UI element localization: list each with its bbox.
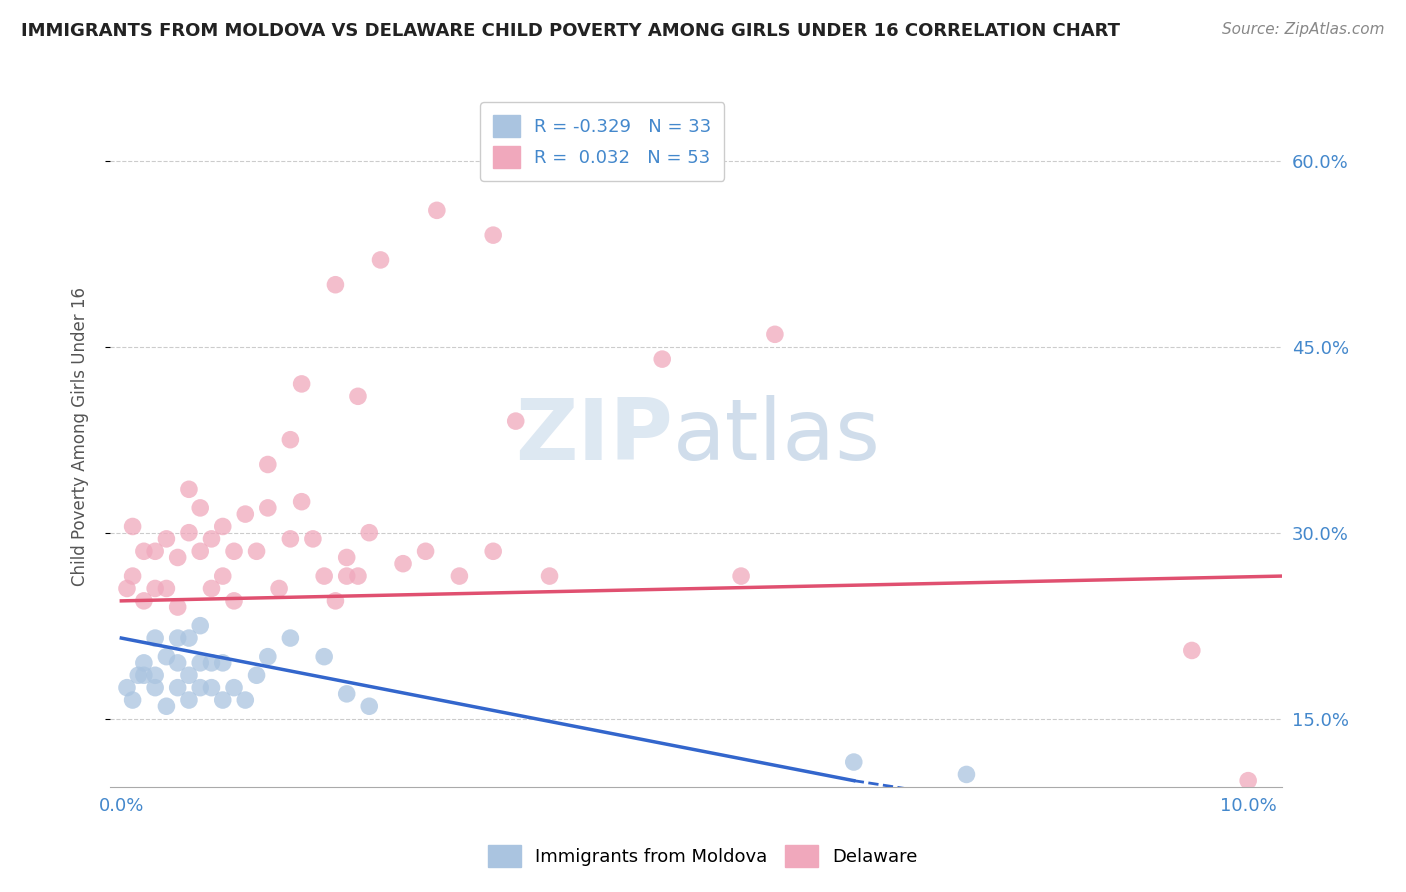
Point <box>127 668 149 682</box>
Point <box>115 582 138 596</box>
Point <box>302 532 325 546</box>
Text: Source: ZipAtlas.com: Source: ZipAtlas.com <box>1222 22 1385 37</box>
Point <box>482 228 505 243</box>
Point <box>280 433 302 447</box>
Point <box>291 376 314 391</box>
Point <box>291 494 314 508</box>
Point <box>115 681 138 695</box>
Point <box>370 252 392 267</box>
Point <box>188 656 211 670</box>
Legend: R = -0.329   N = 33, R =  0.032   N = 53: R = -0.329 N = 33, R = 0.032 N = 53 <box>481 103 724 181</box>
Point <box>177 483 200 497</box>
Point <box>280 532 302 546</box>
Point <box>482 544 505 558</box>
Point <box>177 668 200 682</box>
Point <box>842 755 865 769</box>
Point <box>200 656 222 670</box>
Point <box>651 352 673 367</box>
Point <box>1181 643 1204 657</box>
Point <box>415 544 437 558</box>
Point <box>449 569 471 583</box>
Point <box>763 327 786 342</box>
Point <box>347 569 370 583</box>
Point <box>256 649 278 664</box>
Point <box>222 681 245 695</box>
Point <box>155 699 177 714</box>
Point <box>730 569 752 583</box>
Point <box>188 500 211 515</box>
Point <box>222 544 245 558</box>
Point <box>188 544 211 558</box>
Point <box>314 569 336 583</box>
Point <box>1237 773 1260 788</box>
Point <box>200 582 222 596</box>
Point <box>325 277 347 292</box>
Point <box>132 656 155 670</box>
Point <box>211 519 233 533</box>
Point <box>200 532 222 546</box>
Point <box>233 693 256 707</box>
Point <box>143 544 166 558</box>
Point <box>132 594 155 608</box>
Point <box>121 693 143 707</box>
Point <box>336 550 359 565</box>
Point <box>245 668 267 682</box>
Point <box>143 668 166 682</box>
Point <box>143 582 166 596</box>
Point <box>177 525 200 540</box>
Point <box>166 631 188 645</box>
Point <box>359 525 381 540</box>
Point <box>166 600 188 615</box>
Point <box>166 656 188 670</box>
Text: IMMIGRANTS FROM MOLDOVA VS DELAWARE CHILD POVERTY AMONG GIRLS UNDER 16 CORRELATI: IMMIGRANTS FROM MOLDOVA VS DELAWARE CHIL… <box>21 22 1121 40</box>
Point <box>177 693 200 707</box>
Point <box>325 594 347 608</box>
Point <box>233 507 256 521</box>
Y-axis label: Child Poverty Among Girls Under 16: Child Poverty Among Girls Under 16 <box>72 287 89 586</box>
Point <box>188 681 211 695</box>
Point <box>121 519 143 533</box>
Point <box>188 618 211 632</box>
Point <box>347 389 370 403</box>
Point <box>359 699 381 714</box>
Point <box>256 500 278 515</box>
Point <box>143 681 166 695</box>
Point <box>256 458 278 472</box>
Point <box>211 693 233 707</box>
Point <box>280 631 302 645</box>
Point <box>200 681 222 695</box>
Point <box>132 668 155 682</box>
Point <box>955 767 977 781</box>
Point <box>211 569 233 583</box>
Point <box>177 631 200 645</box>
Point <box>211 656 233 670</box>
Point <box>132 544 155 558</box>
Point <box>143 631 166 645</box>
Point <box>336 687 359 701</box>
Point <box>314 649 336 664</box>
Point <box>166 681 188 695</box>
Point <box>426 203 449 218</box>
Point <box>155 582 177 596</box>
Point <box>121 569 143 583</box>
Text: atlas: atlas <box>672 395 880 478</box>
Point <box>538 569 561 583</box>
Text: ZIP: ZIP <box>515 395 672 478</box>
Point <box>336 569 359 583</box>
Point <box>269 582 291 596</box>
Legend: Immigrants from Moldova, Delaware: Immigrants from Moldova, Delaware <box>481 838 925 874</box>
Point <box>155 649 177 664</box>
Point <box>166 550 188 565</box>
Point <box>392 557 415 571</box>
Point <box>505 414 527 428</box>
Point <box>155 532 177 546</box>
Point <box>222 594 245 608</box>
Point <box>245 544 267 558</box>
